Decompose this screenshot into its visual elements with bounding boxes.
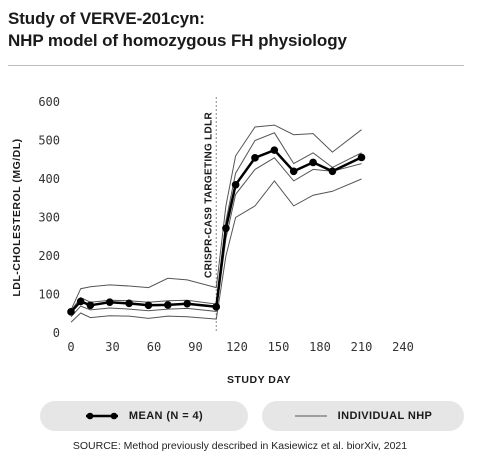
x-tick-label: 120	[226, 340, 248, 354]
mean-data-point	[270, 146, 279, 154]
chart-title: Study of VERVE-201cyn: NHP model of homo…	[8, 8, 347, 52]
mean-data-point	[105, 298, 114, 307]
x-axis-title: STUDY DAY	[227, 374, 291, 386]
mean-line-swatch-icon	[85, 412, 118, 420]
y-tick-label: 400	[38, 172, 60, 186]
individual-nhp-line-3	[70, 157, 362, 318]
source-note: SOURCE: Method previously described in K…	[72, 440, 408, 452]
legend-individual: INDIVIDUAL NHP	[262, 401, 464, 431]
mean-data-point	[183, 299, 191, 308]
x-tick-label: 90	[188, 340, 202, 354]
y-tick-label: 300	[38, 211, 60, 225]
y-tick-label: 200	[38, 249, 60, 263]
x-tick-label: 60	[147, 340, 161, 354]
y-tick-label: 600	[38, 95, 60, 109]
individual-line-swatch-icon	[294, 415, 327, 417]
mean-data-point	[251, 154, 259, 162]
mean-data-point	[144, 301, 153, 310]
mean-data-point	[328, 167, 337, 176]
y-tick-label: 100	[38, 288, 60, 302]
mean-data-point	[76, 297, 85, 306]
mean-data-point	[222, 224, 230, 233]
x-tick-label: 210	[351, 340, 373, 354]
mean-data-point	[309, 158, 317, 167]
title-divider	[8, 65, 464, 66]
individual-nhp-line-4	[70, 178, 362, 323]
x-tick-label: 180	[309, 340, 331, 354]
mean-data-point	[86, 301, 95, 310]
mean-data-point	[357, 153, 366, 162]
title-line-1: Study of VERVE-201cyn:	[8, 9, 205, 28]
mean-data-point	[289, 167, 298, 176]
mean-data-point	[67, 308, 75, 316]
y-tick-label: 500	[38, 134, 60, 148]
title-line-2: NHP model of homozygous FH physiology	[8, 31, 347, 50]
x-tick-label: 0	[67, 340, 74, 354]
annotation-label: CRISPR-CAS9 TARGETING LDLR	[203, 112, 214, 278]
legend-mean: MEAN (N = 4)	[40, 401, 248, 431]
mean-data-point	[164, 301, 172, 309]
y-tick-label: 0	[53, 326, 60, 340]
individual-nhp-line-1	[70, 124, 362, 311]
y-axis-title: LDL-CHOLESTEROL (MG/DL)	[11, 138, 23, 296]
x-tick-label: 240	[392, 340, 414, 354]
x-tick-label: 30	[105, 340, 119, 354]
x-tick-label: 150	[268, 340, 290, 354]
mean-data-point	[212, 303, 221, 311]
mean-data-point	[231, 180, 240, 189]
legend-mean-label: MEAN (N = 4)	[128, 410, 204, 422]
legend-individual-label: INDIVIDUAL NHP	[337, 410, 433, 422]
mean-data-point	[125, 299, 133, 308]
line-chart: 0 100 200 300 400 500 600 0 30 60 90 120 150 180 210 24…	[11, 95, 414, 386]
